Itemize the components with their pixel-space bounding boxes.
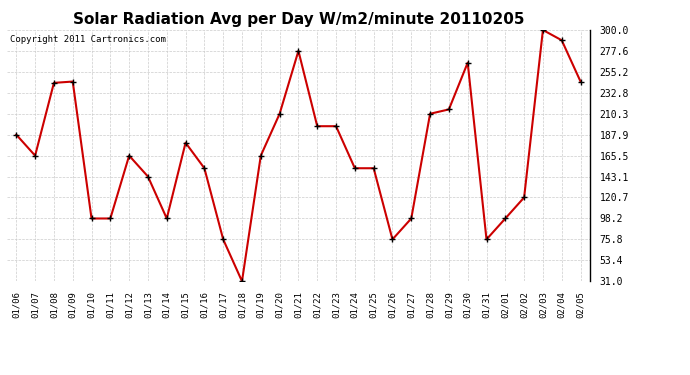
Title: Solar Radiation Avg per Day W/m2/minute 20110205: Solar Radiation Avg per Day W/m2/minute …	[72, 12, 524, 27]
Text: Copyright 2011 Cartronics.com: Copyright 2011 Cartronics.com	[10, 35, 166, 44]
